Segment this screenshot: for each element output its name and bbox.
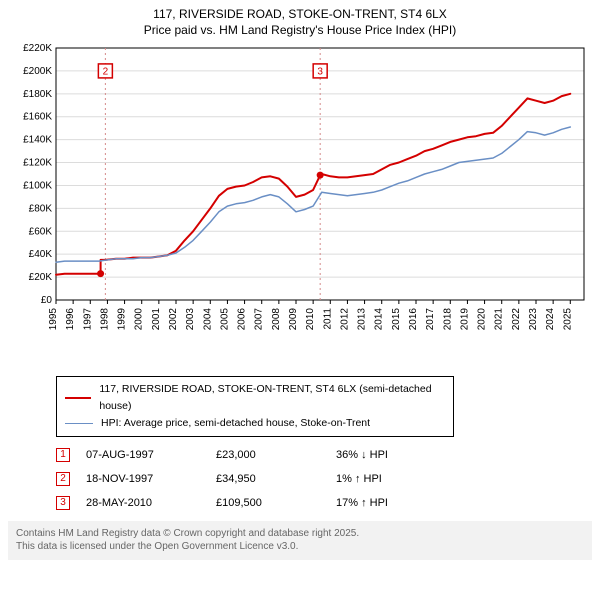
sale-date-2: 28-MAY-2010 (86, 497, 216, 509)
legend: 117, RIVERSIDE ROAD, STOKE-ON-TRENT, ST4… (56, 376, 454, 436)
svg-text:2014: 2014 (374, 308, 385, 331)
svg-text:2013: 2013 (357, 308, 368, 331)
sale-date-0: 07-AUG-1997 (86, 449, 216, 461)
svg-text:1998: 1998 (99, 308, 110, 331)
sale-marker-2: 3 (56, 496, 70, 510)
sale-diff-0: 36% ↓ HPI (336, 449, 446, 461)
svg-text:2019: 2019 (459, 308, 470, 331)
title-block: 117, RIVERSIDE ROAD, STOKE-ON-TRENT, ST4… (8, 6, 592, 38)
title-line2: Price paid vs. HM Land Registry's House … (8, 22, 592, 38)
legend-row-0: 117, RIVERSIDE ROAD, STOKE-ON-TRENT, ST4… (65, 381, 445, 415)
legend-swatch-1 (65, 423, 93, 425)
svg-text:2016: 2016 (408, 308, 419, 331)
svg-text:2024: 2024 (545, 308, 556, 331)
svg-text:2021: 2021 (494, 308, 505, 331)
sale-row-1: 2 18-NOV-1997 £34,950 1% ↑ HPI (56, 467, 592, 491)
sale-diff-1: 1% ↑ HPI (336, 473, 446, 485)
title-line1: 117, RIVERSIDE ROAD, STOKE-ON-TRENT, ST4… (8, 6, 592, 22)
sale-diff-2: 17% ↑ HPI (336, 497, 446, 509)
footer-line1: Contains HM Land Registry data © Crown c… (16, 527, 584, 541)
svg-text:2022: 2022 (511, 308, 522, 331)
svg-text:3: 3 (317, 67, 323, 78)
svg-text:2009: 2009 (288, 308, 299, 331)
svg-text:£20K: £20K (29, 272, 53, 283)
svg-text:2012: 2012 (339, 308, 350, 331)
legend-label-1: HPI: Average price, semi-detached house,… (101, 415, 370, 432)
svg-text:2020: 2020 (477, 308, 488, 331)
svg-text:2003: 2003 (185, 308, 196, 331)
svg-text:£220K: £220K (23, 43, 52, 54)
svg-text:£0: £0 (41, 295, 53, 306)
svg-text:1996: 1996 (65, 308, 76, 331)
legend-swatch-0 (65, 397, 91, 399)
legend-label-0: 117, RIVERSIDE ROAD, STOKE-ON-TRENT, ST4… (99, 381, 445, 415)
svg-text:2: 2 (103, 67, 109, 78)
svg-text:2004: 2004 (202, 308, 213, 331)
svg-text:2011: 2011 (322, 308, 333, 330)
svg-text:£120K: £120K (23, 158, 52, 169)
footer-line2: This data is licensed under the Open Gov… (16, 540, 584, 554)
sale-row-2: 3 28-MAY-2010 £109,500 17% ↑ HPI (56, 491, 592, 515)
footer-note: Contains HM Land Registry data © Crown c… (8, 521, 592, 560)
svg-text:2015: 2015 (391, 308, 402, 331)
svg-text:2001: 2001 (151, 308, 162, 331)
svg-text:£100K: £100K (23, 181, 52, 192)
svg-text:2002: 2002 (168, 308, 179, 331)
svg-text:£40K: £40K (29, 250, 53, 261)
svg-text:1997: 1997 (82, 308, 93, 331)
svg-text:£200K: £200K (23, 66, 52, 77)
sale-price-2: £109,500 (216, 497, 336, 509)
legend-row-1: HPI: Average price, semi-detached house,… (65, 415, 445, 432)
svg-text:2010: 2010 (305, 308, 316, 331)
svg-text:2025: 2025 (562, 308, 573, 331)
sale-date-1: 18-NOV-1997 (86, 473, 216, 485)
svg-text:£160K: £160K (23, 112, 52, 123)
sale-row-0: 1 07-AUG-1997 £23,000 36% ↓ HPI (56, 443, 592, 467)
svg-text:£140K: £140K (23, 135, 52, 146)
svg-text:2007: 2007 (254, 308, 265, 331)
sale-marker-1: 2 (56, 472, 70, 486)
svg-text:2017: 2017 (425, 308, 436, 331)
svg-text:2000: 2000 (134, 308, 145, 331)
sale-marker-0: 1 (56, 448, 70, 462)
chart-container: 117, RIVERSIDE ROAD, STOKE-ON-TRENT, ST4… (0, 0, 600, 566)
sales-table: 1 07-AUG-1997 £23,000 36% ↓ HPI 2 18-NOV… (56, 443, 592, 515)
sale-price-0: £23,000 (216, 449, 336, 461)
svg-text:2008: 2008 (271, 308, 282, 331)
sale-price-1: £34,950 (216, 473, 336, 485)
svg-text:2006: 2006 (237, 308, 248, 331)
svg-text:£80K: £80K (29, 204, 53, 215)
svg-text:1999: 1999 (117, 308, 128, 331)
svg-text:2005: 2005 (219, 308, 230, 331)
svg-text:2023: 2023 (528, 308, 539, 331)
svg-text:2018: 2018 (442, 308, 453, 331)
svg-text:£180K: £180K (23, 89, 52, 100)
chart-svg: £0 £20K £40K £60K £80K £100K £120K £140K £160K £1… (8, 42, 592, 372)
svg-text:1995: 1995 (48, 308, 59, 331)
chart: £0 £20K £40K £60K £80K £100K £120K £140K £160K £1… (8, 42, 592, 372)
svg-text:£60K: £60K (29, 227, 53, 238)
